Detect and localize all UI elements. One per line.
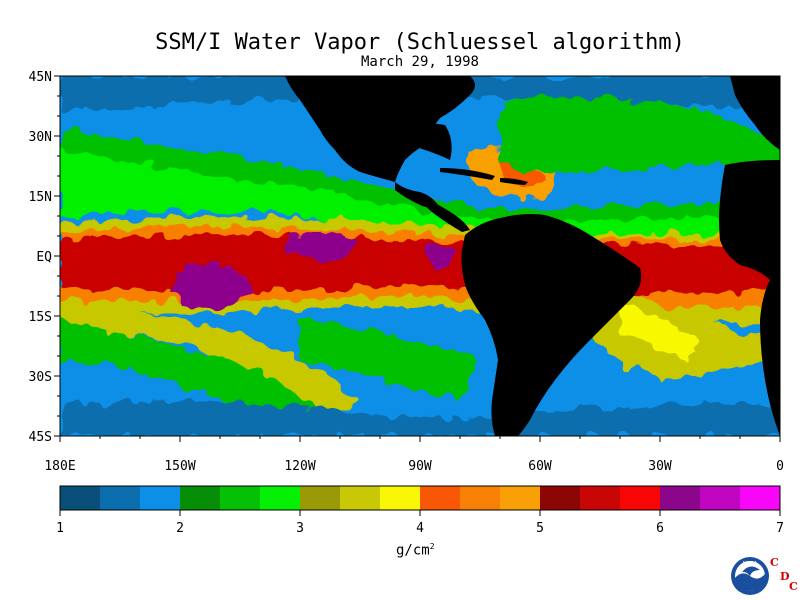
lat-label: 15N <box>29 190 52 205</box>
colorbar-swatch <box>100 486 141 510</box>
lon-label: 30W <box>648 459 672 474</box>
colorbar-swatch <box>580 486 621 510</box>
colorbar-tick-label: 7 <box>776 521 784 536</box>
lat-axis: 45N 30N 15N EQ 15S 30S 45S <box>29 70 60 445</box>
lat-label: 15S <box>29 310 52 325</box>
colorbar-tick-label: 2 <box>176 521 184 536</box>
colorbar-swatch <box>380 486 421 510</box>
colorbar-swatch <box>700 486 741 510</box>
lat-label: 45S <box>29 430 52 445</box>
lon-label: 0 <box>776 459 784 474</box>
colorbar-swatch <box>300 486 341 510</box>
colorbar-swatch <box>340 486 381 510</box>
colorbar-swatch <box>500 486 541 510</box>
colorbar-tick-label: 5 <box>536 521 544 536</box>
lat-label: 30N <box>29 130 52 145</box>
colorbar-tick-label: 4 <box>416 521 424 536</box>
noaa-logo: NOAA <box>731 557 769 595</box>
colorbar-swatch <box>180 486 221 510</box>
lon-label: 150W <box>164 459 195 474</box>
lat-label: 30S <box>29 370 52 385</box>
colorbar-swatch <box>660 486 701 510</box>
cdc-letter-3: C <box>789 580 798 593</box>
colorbar-tick-label: 1 <box>56 521 64 536</box>
colorbar-tick-label: 3 <box>296 521 304 536</box>
colorbar: 1 2 3 4 5 6 7 <box>56 485 784 536</box>
lat-label: 45N <box>29 70 52 85</box>
vapor-field <box>60 76 780 436</box>
map-title: SSM/I Water Vapor (Schluessel algorithm) <box>155 30 685 55</box>
lon-label: 60W <box>528 459 552 474</box>
colorbar-swatch <box>540 486 581 510</box>
map-date: March 29, 1998 <box>360 54 479 70</box>
colorbar-swatch <box>620 486 661 510</box>
colorbar-units: g/cm2 <box>396 542 435 559</box>
colorbar-swatch <box>460 486 501 510</box>
cdc-letter-1: C <box>770 556 779 569</box>
colorbar-tick-label: 6 <box>656 521 664 536</box>
colorbar-swatch <box>220 486 261 510</box>
colorbar-swatch <box>140 486 181 510</box>
lon-label: 180E <box>44 459 75 474</box>
colorbar-swatch <box>260 486 301 510</box>
lon-label: 90W <box>408 459 432 474</box>
lon-axis: 180E 150W 120W 90W 60W 30W 0 <box>44 436 784 474</box>
colorbar-swatch <box>60 486 101 510</box>
colorbar-swatch <box>420 486 461 510</box>
logo-text: NOAA <box>743 561 758 567</box>
lat-label: EQ <box>36 250 52 265</box>
cdc-letter-2: D <box>780 570 790 583</box>
colorbar-swatch <box>740 486 781 510</box>
lon-label: 120W <box>284 459 315 474</box>
